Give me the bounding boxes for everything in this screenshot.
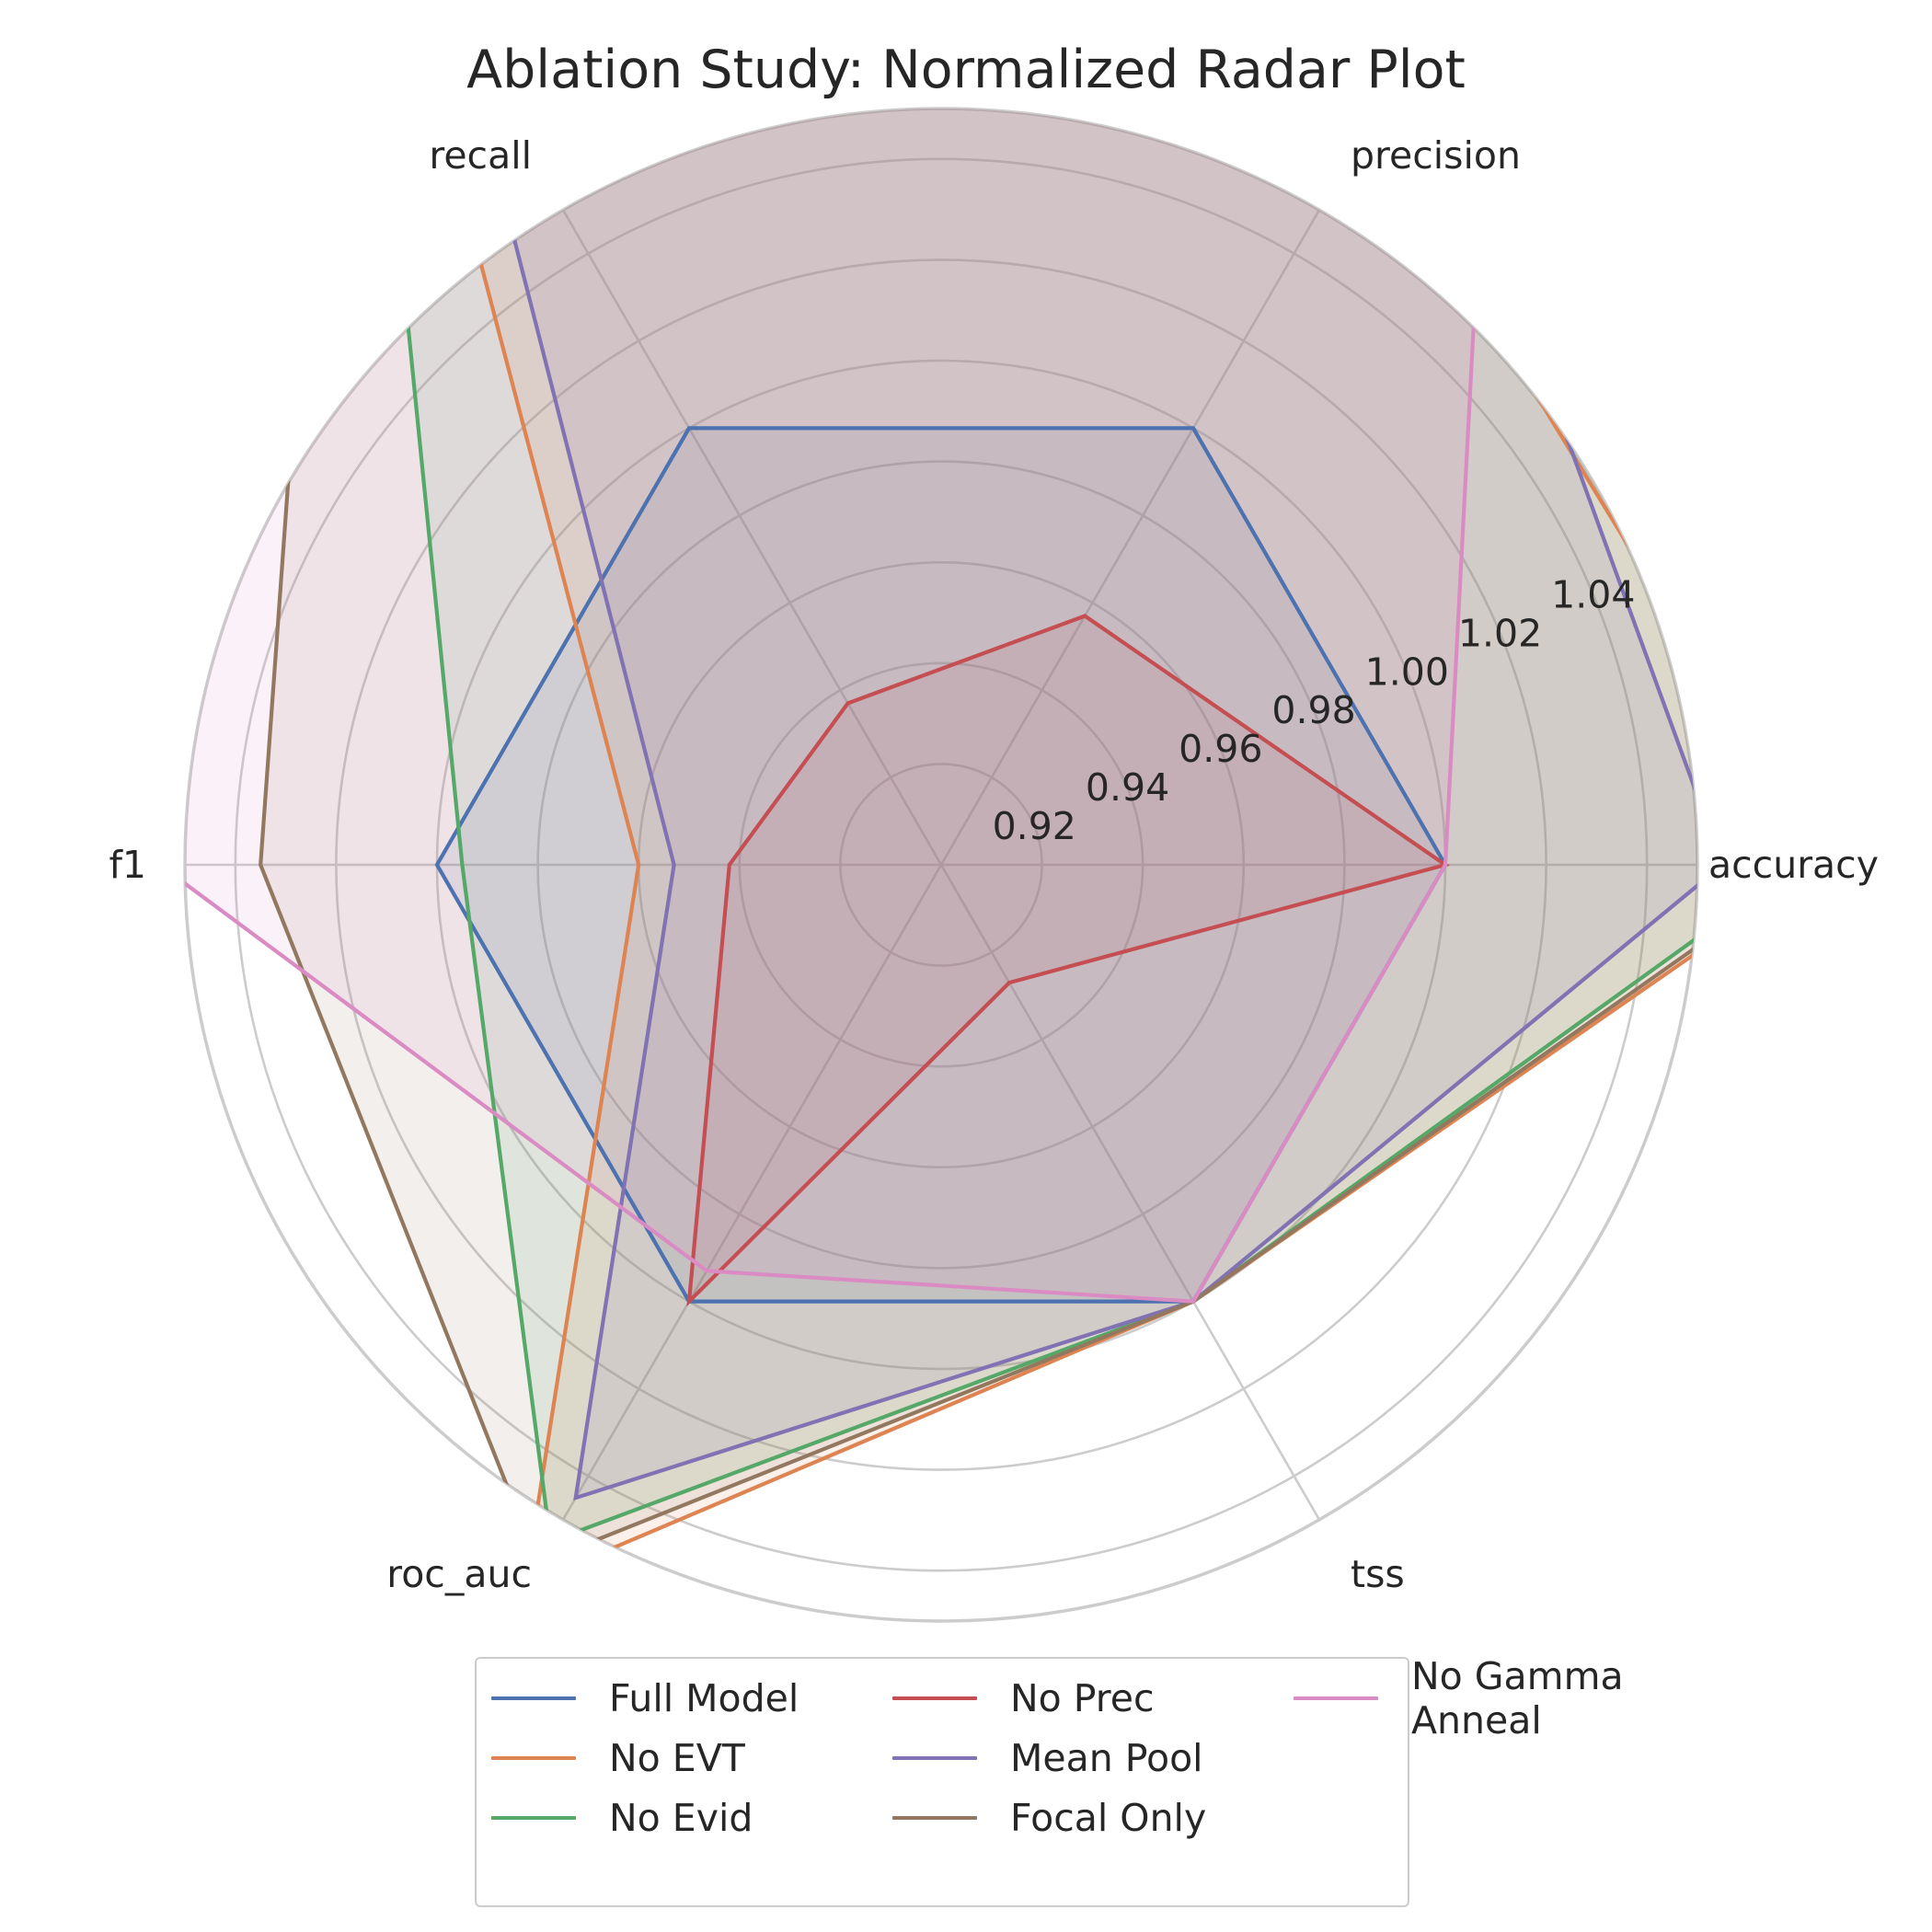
legend-item-2: No Evid: [491, 1788, 892, 1847]
axis-label-f1: f1: [109, 843, 146, 887]
legend-item-5: Focal Only: [892, 1788, 1294, 1847]
axis-label-tss: tss: [1351, 1552, 1405, 1596]
legend-label-6: No Gamma Anneal: [1411, 1653, 1624, 1742]
legend-label-4: Mean Pool: [1010, 1735, 1203, 1780]
axis-label-recall: recall: [429, 133, 532, 178]
series-line-3: [686, 614, 1450, 1307]
spoke-precision: [939, 209, 1321, 866]
series-fill-4: [462, 109, 1697, 1499]
axis-label-accuracy: accuracy: [1708, 843, 1879, 887]
series-fill-3: [689, 615, 1445, 1302]
radial-tick-labels: 0.920.940.960.981.001.021.04: [993, 572, 1636, 848]
spoke-recall: [561, 209, 943, 866]
legend-label-3: No Prec: [1010, 1675, 1155, 1720]
series-fill-0: [437, 428, 1445, 1302]
legend-label-5: Focal Only: [1010, 1795, 1207, 1840]
series-fills: [185, 109, 1697, 1586]
r-tick-5: 1.02: [1458, 611, 1542, 655]
legend-swatch-0: [491, 1696, 576, 1700]
spoke-roc_auc: [561, 864, 943, 1521]
legend-item-0: Full Model: [491, 1668, 892, 1728]
series-fill-1: [386, 109, 1697, 1586]
r-tick-0: 0.92: [993, 804, 1076, 848]
legend-label-2: No Evid: [609, 1795, 753, 1840]
chart-title: Ablation Study: Normalized Radar Plot: [466, 40, 1466, 100]
legend-item-4: Mean Pool: [892, 1728, 1294, 1788]
legend-item-1: No EVT: [491, 1728, 892, 1788]
axis-label-roc_auc: roc_auc: [386, 1552, 532, 1596]
radial-grid: [183, 107, 1699, 1623]
legend-swatch-4: [892, 1755, 977, 1760]
r-tick-2: 0.96: [1179, 727, 1262, 771]
r-tick-6: 1.04: [1551, 572, 1635, 616]
axis-label-precision: precision: [1351, 133, 1521, 178]
r-tick-3: 0.98: [1271, 688, 1355, 732]
r-tick-1: 0.94: [1086, 765, 1169, 810]
legend-swatch-1: [491, 1755, 576, 1760]
legend-label-0: Full Model: [609, 1675, 799, 1720]
legend-label-1: No EVT: [609, 1735, 745, 1780]
legend-swatch-5: [892, 1815, 977, 1820]
legend-swatch-3: [892, 1696, 977, 1700]
legend-swatch-2: [491, 1815, 576, 1820]
r-tick-4: 1.00: [1365, 650, 1449, 694]
legend-item-6: No Gamma Anneal: [1294, 1654, 1695, 1742]
legend-swatch-6: [1294, 1696, 1378, 1700]
legend: Full Model No EVT No Evid No Prec Mean Pool F…: [475, 1654, 1624, 1907]
axis-labels: accuracy precision recall f1 roc_auc tss: [109, 133, 1879, 1596]
legend-item-3: No Prec: [892, 1668, 1294, 1728]
series-line-6: [185, 109, 1499, 1304]
spoke-tss: [939, 864, 1321, 1521]
